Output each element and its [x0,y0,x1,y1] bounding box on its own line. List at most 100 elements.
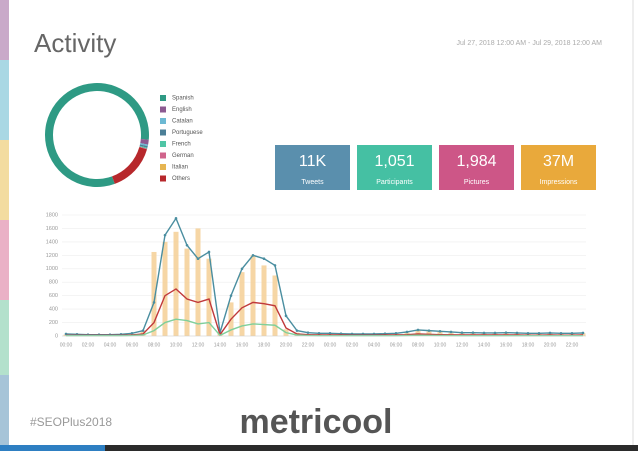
series-line [65,216,584,336]
point [273,264,277,267]
x-tick-label: 00:00 [324,342,337,348]
point [427,329,431,332]
stat-value: 1,984 [456,153,496,170]
legend-swatch [160,129,166,136]
x-tick-label: 04:00 [368,342,381,348]
side-stripe [0,220,9,300]
point [405,330,409,334]
point [581,331,585,335]
point [537,332,541,335]
legend-swatch [160,106,166,113]
point [284,314,288,318]
date-range: Jul 27, 2018 12:00 AM - Jul 29, 2018 12:… [456,40,602,47]
legend-swatch [160,118,166,124]
point [152,301,156,304]
legend-swatch [160,175,166,182]
stat-card [357,145,432,190]
y-tick-label: 600 [49,293,58,299]
x-tick-label: 20:00 [544,342,557,348]
pie-slice [112,147,147,184]
point [229,294,233,297]
point [251,254,255,257]
x-tick-label: 18:00 [522,342,535,348]
pie-slice [140,138,149,145]
x-tick-label: 22:00 [566,342,579,348]
point [548,331,552,335]
stat-label: Impressions [540,179,578,186]
x-tick-label: 08:00 [412,342,425,348]
legend-label: English [172,107,192,113]
point [460,331,464,334]
legend-swatch [160,152,166,159]
y-tick-label: 1200 [46,253,58,259]
x-tick-label: 22:00 [302,342,315,348]
y-tick-label: 1000 [46,266,58,272]
bar [250,255,256,336]
point [196,257,200,260]
legend-label: Spanish [172,96,194,102]
pie-slice [139,145,148,149]
legend-swatch [160,141,166,147]
point [185,243,189,247]
point [482,331,486,335]
x-tick-label: 18:00 [258,342,271,348]
stat-card [439,145,514,190]
side-stripe [0,300,9,375]
side-stripe [0,375,9,445]
stat-label: Tweets [301,179,324,186]
x-tick-label: 14:00 [478,342,491,348]
legend-label: French [172,142,191,148]
legend-swatch [160,164,166,170]
point [416,328,420,332]
point [262,257,266,260]
bar [173,231,179,336]
bar [151,251,157,336]
point [471,331,475,334]
point [526,332,530,335]
stat-value: 1,051 [374,153,414,170]
stat-label: Participants [376,179,413,186]
bottom-bar [0,445,638,451]
y-tick-label: 1600 [46,226,58,232]
stat-card [275,145,350,190]
legend-label: Catalan [172,119,193,125]
series-line [66,318,583,337]
point [295,329,299,332]
point [174,217,178,220]
legend-label: Italian [172,165,188,171]
pie-slice [139,144,148,148]
x-tick-label: 10:00 [170,342,183,348]
hashtag: #SEOPlus2018 [30,415,112,429]
x-tick-label: 14:00 [214,342,227,348]
point [515,331,519,335]
legend-label: German [172,153,194,159]
content: 11K Tweets 1,051 Participants 1,984 Pictures 3… [45,83,596,348]
stat-value: 11K [299,153,327,170]
y-tick-label: 1400 [46,239,58,245]
x-tick-label: 20:00 [280,342,293,348]
stat-value: 37M [543,153,574,170]
x-tick-label: 02:00 [82,342,95,348]
bar [239,272,245,336]
side-stripe [0,140,9,220]
pie-slice [139,146,148,150]
point [449,330,453,334]
point [306,331,310,334]
page-title: Activity [34,28,116,58]
bottom-bar-progress [0,445,105,451]
bar [580,333,586,336]
bar [195,228,201,336]
y-tick-label: 200 [49,320,58,326]
stat-card [521,145,596,190]
x-tick-label: 06:00 [390,342,403,348]
bar [261,265,267,336]
bar [162,241,168,336]
bar [184,248,190,336]
point [141,329,145,332]
y-tick-label: 800 [49,280,58,286]
x-tick-label: 08:00 [148,342,161,348]
point [438,329,442,333]
x-tick-label: 12:00 [456,342,469,348]
side-stripe [0,0,9,60]
